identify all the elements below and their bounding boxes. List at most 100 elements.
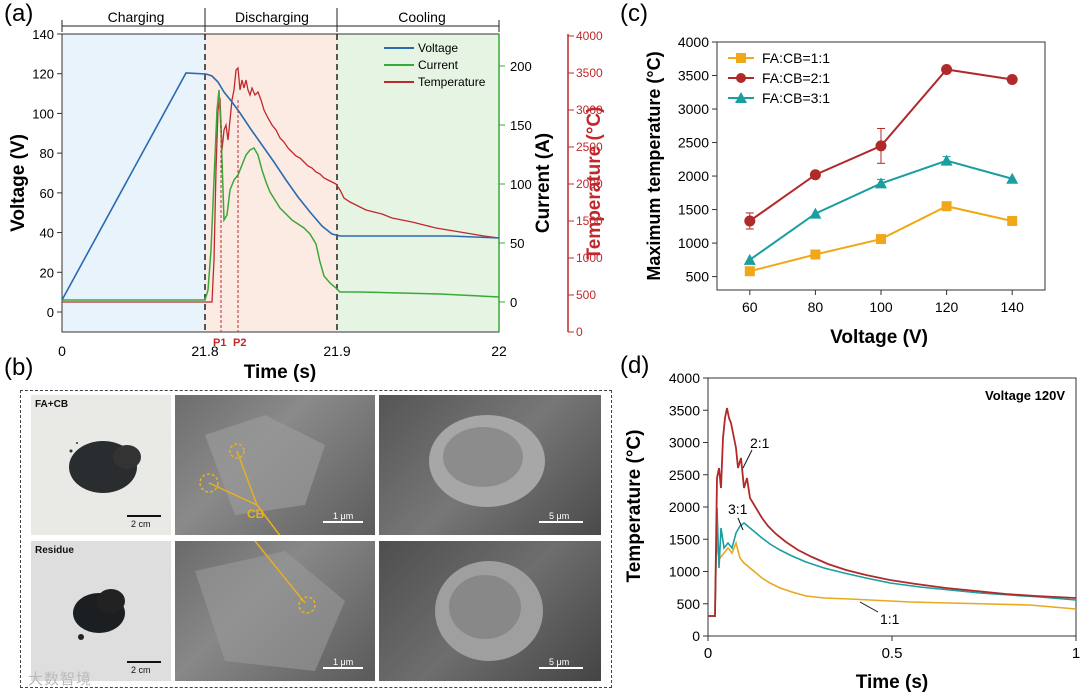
sem-scalebar-1 bbox=[323, 521, 363, 523]
c-point-2-2 bbox=[875, 140, 887, 152]
a-marker-p1: P1 bbox=[213, 337, 226, 349]
d-ytick-8: 4000 bbox=[669, 370, 700, 386]
a-ylabel-temperature: Temperature (°C) bbox=[584, 107, 605, 260]
a-ytick-voltage-1: 20 bbox=[40, 265, 54, 280]
chart-c: 60 80 100 120 140 500 1000 1500 2000 2500 3000 3500… bbox=[644, 34, 1046, 348]
d-series-1to1 bbox=[708, 540, 1077, 617]
a-ylabel-voltage: Voltage (V) bbox=[8, 134, 29, 232]
sem-scalebar-3 bbox=[323, 667, 363, 669]
a-ytick-temperature-0: 0 bbox=[576, 325, 583, 339]
a-legend-voltage: Voltage bbox=[418, 41, 458, 55]
a-ytick-voltage-2: 40 bbox=[40, 226, 54, 241]
sem-scale-3: 1 μm bbox=[333, 657, 354, 667]
a-ytick-voltage-3: 60 bbox=[40, 186, 54, 201]
a-series-temperature bbox=[62, 66, 500, 303]
photo-scalebar-1 bbox=[127, 515, 161, 517]
phase-bg-charging bbox=[62, 34, 205, 332]
a-marker-p2: P2 bbox=[233, 337, 246, 349]
d-ytick-7: 3500 bbox=[669, 402, 700, 418]
row2-label: Residue bbox=[35, 545, 74, 556]
c-legend-3: FA:CB=3:1 bbox=[762, 90, 830, 106]
panel-b-frame: FA+CB 2 cm CB 1 μm 5 μm Residue 2 cm bbox=[20, 390, 612, 688]
sem-scale-4: 5 μm bbox=[549, 657, 570, 667]
photo-scale-1: 2 cm bbox=[131, 519, 151, 529]
a-ytick-voltage-5: 100 bbox=[32, 106, 54, 121]
c-legend: FA:CB=1:1 FA:CB=2:1 FA:CB=3:1 bbox=[728, 50, 830, 106]
c-legend-marker-2 bbox=[736, 73, 746, 83]
a-ytick-voltage-6: 120 bbox=[32, 67, 54, 82]
c-series-line-3 bbox=[749, 159, 1013, 261]
d-ytick-3: 1500 bbox=[669, 531, 700, 547]
d-title: Voltage 120V bbox=[985, 388, 1065, 403]
c-legend-2: FA:CB=2:1 bbox=[762, 70, 830, 86]
a-ytick-temperature-5: 2500 bbox=[576, 140, 603, 154]
c-ytick-5: 3000 bbox=[678, 101, 709, 117]
d-xtick-1: 0.5 bbox=[882, 645, 903, 662]
a-ytick-temperature-3: 1500 bbox=[576, 214, 603, 228]
a-ytick-current-1: 50 bbox=[510, 236, 524, 251]
d-xtick-2: 1 bbox=[1072, 645, 1080, 662]
d-ytick-0: 0 bbox=[692, 628, 700, 644]
a-ytick-voltage-0: 0 bbox=[47, 305, 54, 320]
a-ylabel-current: Current (A) bbox=[533, 133, 554, 233]
a-ytick-temperature-8: 4000 bbox=[576, 29, 603, 43]
sem-residue-1: 1 μm bbox=[175, 541, 375, 681]
c-ytick-2: 1500 bbox=[678, 202, 709, 218]
phase-label-discharging: Discharging bbox=[235, 9, 309, 25]
phase-label-charging: Charging bbox=[108, 9, 165, 25]
d-ytick-6: 3000 bbox=[669, 435, 700, 451]
a-xtick-0: 0 bbox=[58, 343, 66, 359]
c-xlabel: Voltage (V) bbox=[830, 327, 928, 348]
sem-scale-2: 5 μm bbox=[549, 511, 570, 521]
c-ytick-0: 500 bbox=[686, 269, 710, 285]
a-ytick-current-3: 150 bbox=[510, 118, 532, 133]
c-ytick-3: 2000 bbox=[678, 168, 709, 184]
sem-scalebar-2 bbox=[539, 521, 583, 523]
c-ytick-1: 1000 bbox=[678, 235, 709, 251]
c-ytick-6: 3500 bbox=[678, 68, 709, 84]
c-point-2-3 bbox=[941, 63, 953, 75]
c-point-1-1 bbox=[810, 249, 821, 260]
phase-bg-discharging bbox=[205, 34, 337, 332]
a-xtick-1: 21.8 bbox=[191, 343, 218, 359]
panel-label-a: (a) bbox=[4, 0, 34, 27]
a-temperature-ticks: 0 500 1000 1500 2000 2500 3000 3500 4000 bbox=[568, 29, 603, 339]
d-xtick-0: 0 bbox=[704, 645, 712, 662]
a-series-voltage bbox=[61, 72, 500, 301]
a-ytick-temperature-6: 3000 bbox=[576, 103, 603, 117]
c-point-1-2 bbox=[876, 234, 886, 245]
c-point-1-3 bbox=[941, 201, 952, 212]
c-ytick-7: 4000 bbox=[678, 34, 709, 50]
phase-label-cooling: Cooling bbox=[398, 9, 445, 25]
a-ytick-voltage-7: 140 bbox=[32, 27, 54, 42]
a-ytick-voltage-4: 80 bbox=[40, 146, 54, 161]
d-series-3to1 bbox=[708, 507, 1077, 617]
a-ytick-current-4: 200 bbox=[510, 59, 532, 74]
watermark: 大数智境 bbox=[28, 671, 93, 688]
a-ytick-current-2: 100 bbox=[510, 177, 532, 192]
c-xtick-2: 100 bbox=[869, 299, 893, 315]
c-legend-marker-1 bbox=[736, 53, 746, 63]
phase-bg-cooling bbox=[337, 34, 499, 332]
d-xlabel: Time (s) bbox=[856, 672, 929, 693]
d-annot-2to1: 2:1 bbox=[750, 435, 770, 451]
sem-residue-2: 5 μm bbox=[379, 541, 601, 681]
chart-d: 0 500 1000 1500 2000 2500 3000 3500 4000 0 0.5 1 Vo… bbox=[624, 370, 1080, 693]
d-annot-1to1: 1:1 bbox=[880, 611, 900, 627]
d-ytick-2: 1000 bbox=[669, 564, 700, 580]
panel-label-d: (d) bbox=[620, 352, 650, 379]
c-ylabel: Maximum temperature (°C) bbox=[644, 51, 664, 280]
a-xtick-3: 22 bbox=[491, 343, 507, 359]
a-ytick-temperature-7: 3500 bbox=[576, 66, 603, 80]
c-point-2-1 bbox=[809, 169, 821, 181]
panel-label-c: (c) bbox=[620, 0, 648, 27]
c-point-2-4 bbox=[1006, 74, 1018, 86]
panel-label-b: (b) bbox=[4, 354, 34, 381]
c-xtick-4: 140 bbox=[1001, 299, 1025, 315]
c-ytick-4: 2500 bbox=[678, 135, 709, 151]
c-legend-marker-3 bbox=[735, 92, 747, 103]
d-ytick-1: 500 bbox=[677, 596, 701, 612]
d-ytick-5: 2500 bbox=[669, 467, 700, 483]
sem-fa-cb-1: CB 1 μm bbox=[175, 395, 375, 535]
a-ytick-temperature-4: 2000 bbox=[576, 177, 603, 191]
